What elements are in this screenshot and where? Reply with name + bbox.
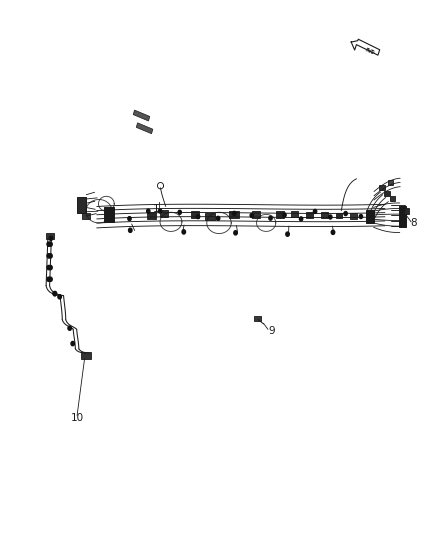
Circle shape: [128, 228, 132, 232]
Circle shape: [71, 342, 74, 346]
Circle shape: [49, 254, 52, 258]
Bar: [160, 210, 168, 217]
Circle shape: [234, 231, 237, 235]
Circle shape: [47, 277, 50, 281]
Bar: [388, 180, 393, 184]
Circle shape: [216, 216, 220, 220]
Circle shape: [344, 212, 347, 215]
Circle shape: [47, 254, 50, 258]
Text: 9: 9: [268, 326, 275, 336]
Bar: [104, 207, 114, 222]
Bar: [136, 123, 153, 134]
Bar: [321, 212, 328, 217]
Bar: [350, 213, 357, 219]
Circle shape: [250, 213, 254, 217]
Circle shape: [300, 217, 303, 221]
Circle shape: [314, 209, 317, 214]
Circle shape: [49, 265, 52, 270]
Bar: [230, 211, 239, 218]
Bar: [81, 352, 91, 359]
Circle shape: [68, 326, 71, 330]
Circle shape: [53, 292, 57, 296]
Circle shape: [331, 230, 335, 235]
Circle shape: [58, 295, 61, 299]
Circle shape: [178, 211, 181, 214]
Bar: [390, 196, 395, 201]
Bar: [404, 208, 410, 214]
Bar: [379, 185, 385, 190]
Circle shape: [359, 214, 363, 219]
Circle shape: [269, 216, 272, 220]
Bar: [147, 212, 155, 219]
Bar: [252, 211, 260, 217]
Circle shape: [53, 292, 57, 296]
Circle shape: [233, 212, 236, 215]
Polygon shape: [351, 39, 380, 55]
Bar: [276, 211, 284, 217]
Circle shape: [283, 213, 286, 217]
Circle shape: [328, 215, 332, 219]
Text: 10: 10: [71, 413, 84, 423]
Text: FWD: FWD: [364, 47, 375, 55]
Circle shape: [49, 242, 52, 246]
Bar: [366, 209, 374, 223]
Circle shape: [128, 216, 131, 221]
Bar: [46, 233, 53, 239]
Bar: [290, 212, 297, 217]
Bar: [133, 110, 150, 121]
Circle shape: [49, 236, 53, 240]
Bar: [82, 213, 90, 219]
Circle shape: [49, 277, 52, 281]
Bar: [336, 213, 343, 218]
Bar: [254, 316, 261, 321]
Bar: [205, 213, 215, 220]
Circle shape: [286, 232, 289, 236]
Bar: [77, 197, 86, 213]
Text: 1: 1: [152, 204, 159, 214]
Circle shape: [159, 209, 162, 213]
Bar: [399, 206, 406, 227]
Circle shape: [147, 209, 150, 213]
Bar: [306, 212, 313, 218]
Circle shape: [196, 215, 200, 219]
Circle shape: [47, 242, 50, 246]
Bar: [191, 211, 199, 217]
Circle shape: [182, 230, 186, 234]
Bar: [385, 191, 390, 196]
Circle shape: [47, 265, 50, 270]
Text: 8: 8: [410, 218, 417, 228]
